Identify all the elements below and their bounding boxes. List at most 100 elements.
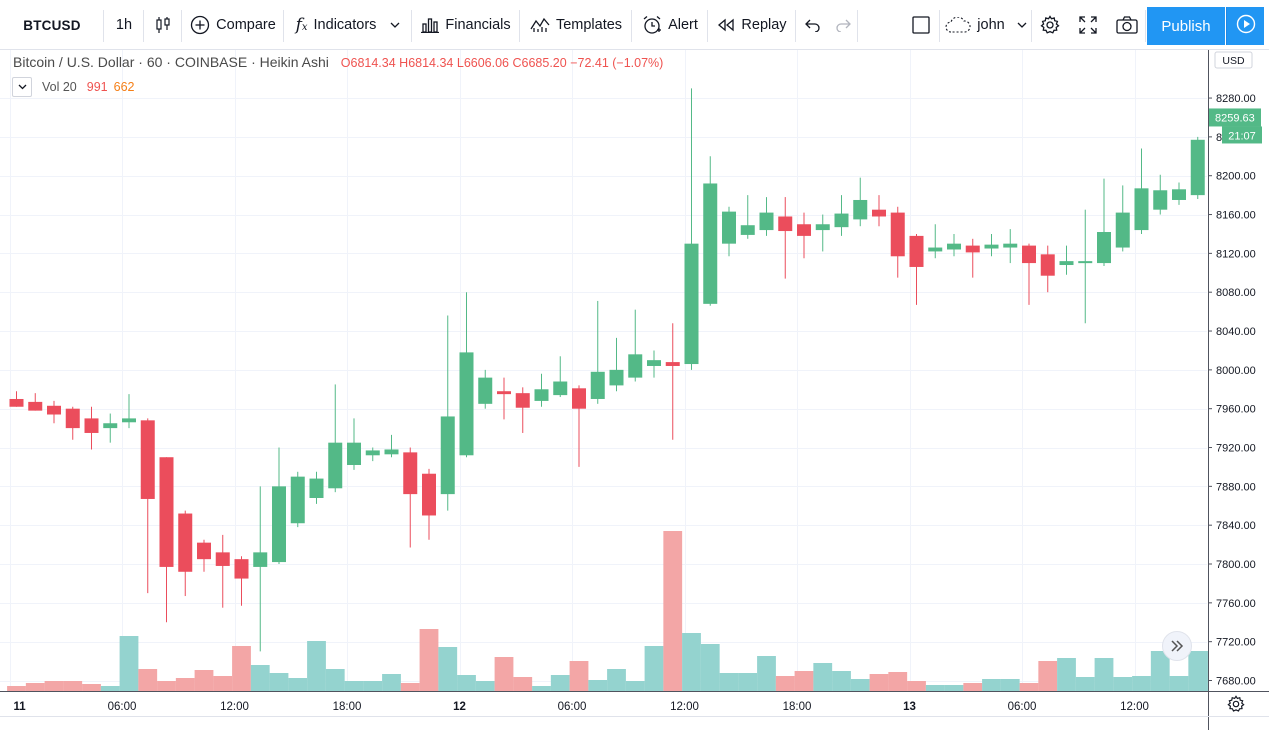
candle	[140, 418, 155, 594]
price-axis-labels: 7680.00 7720.00 7760.00 7800.00 7840.00 7880.…	[1208, 93, 1256, 688]
candle-body	[1172, 189, 1186, 200]
candle-body	[628, 354, 643, 378]
volume-bar	[700, 644, 720, 691]
redo-button[interactable]	[828, 0, 858, 50]
interval-button[interactable]: 1h	[104, 0, 144, 50]
alert-label: Alert	[668, 17, 698, 33]
candle	[403, 447, 418, 548]
snapshot-button[interactable]	[1108, 0, 1146, 50]
volume-bar	[775, 676, 795, 691]
candle-body	[1115, 212, 1130, 248]
chevron-down-icon	[18, 84, 26, 90]
candle-body	[1153, 190, 1168, 210]
candle	[628, 309, 643, 382]
candles-icon	[154, 16, 172, 34]
volume-bar	[944, 685, 964, 691]
volume-bar	[850, 679, 870, 691]
price-tick-label: 8160.00	[1216, 210, 1256, 222]
chart-area[interactable]: 7680.00 7720.00 7760.00 7800.00 7840.00 7880.…	[0, 50, 1269, 730]
alert-button[interactable]: Alert	[632, 0, 708, 50]
settings-button[interactable]	[1032, 0, 1068, 50]
volume-bar	[794, 671, 814, 691]
double-chevron-right-icon	[1170, 636, 1184, 657]
candle-body	[703, 183, 718, 304]
volume-bar	[1132, 676, 1151, 691]
candle	[572, 385, 586, 467]
layout-button[interactable]	[901, 0, 940, 50]
candle-body	[272, 486, 286, 563]
candle-body	[122, 418, 136, 423]
volume-bar	[569, 661, 589, 691]
candle-body	[103, 423, 118, 429]
time-tick-label: 06:00	[108, 701, 137, 713]
candle-body	[590, 371, 605, 399]
candle	[1172, 182, 1186, 205]
fullscreen-button[interactable]	[1070, 0, 1106, 50]
price-tick-label: 7760.00	[1216, 598, 1256, 610]
candle	[815, 214, 830, 252]
time-tick-label: 18:00	[333, 701, 362, 713]
volume-legend: Vol 20 991 662	[12, 77, 134, 97]
candle-body	[834, 213, 849, 228]
volume-bar	[475, 681, 495, 691]
volume-bar	[832, 671, 851, 691]
candle	[534, 373, 549, 407]
candle-body	[665, 362, 680, 366]
candle-body	[1059, 261, 1074, 266]
countdown-label: 21:07	[1228, 130, 1256, 142]
price-tick-label: 8040.00	[1216, 326, 1256, 338]
candle	[684, 88, 699, 370]
chart-style-button[interactable]	[144, 0, 182, 50]
candle-body	[740, 225, 755, 235]
candle-body	[215, 552, 230, 566]
templates-button[interactable]: Templates	[520, 0, 632, 50]
candle	[215, 534, 230, 608]
candle	[515, 387, 530, 433]
volume-bar	[175, 678, 195, 691]
candle	[890, 206, 905, 278]
financials-button[interactable]: Financials	[412, 0, 520, 50]
price-chart[interactable]: 7680.00 7720.00 7760.00 7800.00 7840.00 7880.…	[0, 50, 1269, 730]
volume-bar	[738, 673, 758, 691]
price-tick-label: 8120.00	[1216, 248, 1256, 260]
candle	[759, 197, 774, 236]
candle	[647, 350, 661, 378]
scroll-to-realtime-button[interactable]	[1162, 631, 1192, 661]
chart-settings-button[interactable]	[1227, 695, 1247, 715]
play-icon	[1236, 14, 1256, 39]
time-tick-label: 13	[903, 701, 916, 713]
publish-button[interactable]: Publish	[1147, 7, 1225, 45]
candle	[122, 394, 136, 429]
compare-button[interactable]: Compare	[182, 0, 284, 50]
volume-bar	[1150, 651, 1170, 691]
candle-body	[1134, 188, 1149, 231]
collapse-legend-button[interactable]	[12, 77, 32, 97]
indicators-button[interactable]: fx Indicators	[284, 0, 412, 50]
undo-button[interactable]	[798, 0, 828, 50]
volume-bar	[1038, 661, 1058, 691]
candle-body	[572, 388, 586, 409]
candle-body	[47, 405, 61, 415]
volume-bar	[1169, 676, 1189, 691]
replay-button[interactable]: Replay	[708, 0, 796, 50]
candle-body	[1097, 232, 1111, 264]
play-button[interactable]	[1226, 7, 1264, 45]
symbol-search-button[interactable]: BTCUSD	[0, 0, 104, 50]
candle-body	[1003, 243, 1018, 248]
save-layout-button[interactable]: john	[940, 0, 1032, 50]
candle-body	[140, 420, 155, 499]
volume-bar	[682, 633, 701, 691]
volume-bar	[457, 675, 476, 691]
candle	[478, 369, 493, 409]
volume-label: Vol 20	[42, 80, 77, 94]
compare-label: Compare	[216, 17, 276, 33]
candle	[703, 156, 718, 306]
candle	[1078, 209, 1093, 324]
candle-body	[197, 542, 211, 560]
candle	[1097, 178, 1111, 266]
volume-bar	[888, 672, 908, 691]
volume-bar	[494, 657, 514, 691]
undo-icon	[805, 18, 821, 32]
templates-icon	[530, 17, 550, 33]
volume-bar	[757, 656, 776, 691]
